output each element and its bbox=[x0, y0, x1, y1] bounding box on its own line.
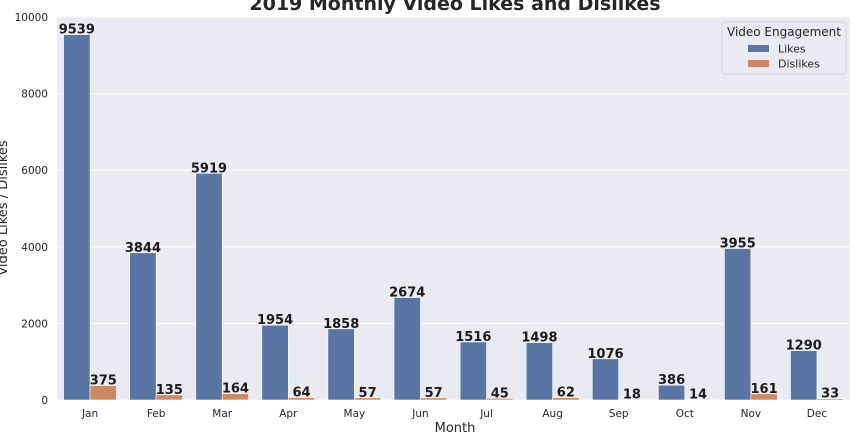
bars bbox=[63, 34, 844, 401]
x-tick-label: Jan bbox=[81, 408, 98, 420]
bar-likes-jun bbox=[393, 297, 421, 401]
x-tick-label: Aug bbox=[542, 408, 563, 420]
x-tick-label: Mar bbox=[212, 408, 232, 420]
bar-likes-apr bbox=[261, 324, 289, 401]
bar-dislikes-jan bbox=[89, 385, 117, 401]
x-axis-ticks: Jan Feb Mar Apr May Jun Jul Aug Sep Oct Nov Dec bbox=[81, 408, 827, 420]
bar-value-label: 375 bbox=[90, 374, 117, 389]
y-tick-label: 2000 bbox=[21, 318, 48, 330]
bar-dislikes-jun bbox=[420, 397, 448, 401]
bar-value-label: 45 bbox=[491, 386, 509, 401]
plot-area bbox=[57, 17, 850, 400]
bar-value-label: 135 bbox=[156, 383, 183, 398]
bar-value-label: 386 bbox=[658, 373, 685, 388]
bar-likes-aug bbox=[525, 342, 553, 401]
x-tick-label: Nov bbox=[741, 408, 762, 420]
x-tick-label: Dec bbox=[807, 408, 828, 420]
bar-dislikes-apr bbox=[287, 397, 316, 401]
legend-swatch-likes bbox=[748, 45, 769, 52]
bar-likes-dec bbox=[790, 350, 818, 401]
bar-value-label: 64 bbox=[292, 386, 310, 401]
bar-value-label: 1516 bbox=[455, 330, 491, 345]
bar-value-label: 1290 bbox=[786, 339, 822, 354]
y-tick-label: 10000 bbox=[15, 12, 48, 24]
y-tick-label: 6000 bbox=[21, 165, 48, 177]
bar-value-label: 18 bbox=[623, 387, 641, 402]
bar-value-label: 2674 bbox=[389, 286, 425, 301]
legend: Video Engagement Likes Dislikes bbox=[721, 21, 847, 75]
bar-dislikes-jul bbox=[486, 397, 514, 401]
bar-value-label: 1076 bbox=[587, 347, 623, 362]
bar-value-label: 14 bbox=[689, 387, 707, 402]
bar-value-label: 164 bbox=[222, 382, 249, 397]
x-tick-label: May bbox=[344, 408, 366, 420]
bar-value-label: 5919 bbox=[191, 161, 227, 176]
bar-likes-mar bbox=[195, 173, 223, 401]
bar-dislikes-mar bbox=[221, 393, 249, 401]
legend-swatch-dislikes bbox=[748, 60, 769, 67]
legend-title: Video Engagement bbox=[727, 25, 841, 39]
bar-value-label: 9539 bbox=[59, 23, 95, 38]
bar-value-label: 1498 bbox=[521, 331, 557, 346]
bar-value-label: 33 bbox=[821, 387, 839, 402]
bar-value-label: 1954 bbox=[257, 313, 293, 328]
bar-value-label: 57 bbox=[359, 386, 377, 401]
x-axis-label: Month bbox=[435, 421, 476, 432]
bar-likes-may bbox=[327, 328, 355, 401]
bar-value-label: 3955 bbox=[720, 237, 756, 252]
bar-dislikes-may bbox=[354, 397, 382, 401]
gridlines bbox=[57, 16, 850, 401]
bar-value-label: 161 bbox=[751, 382, 778, 397]
x-tick-label: Jun bbox=[411, 408, 428, 420]
bar-value-label: 57 bbox=[425, 386, 443, 401]
y-tick-label: 0 bbox=[41, 395, 48, 407]
chart-title: 2019 Monthly Video Likes and Dislikes bbox=[249, 0, 660, 15]
x-tick-label: Oct bbox=[676, 408, 694, 420]
bar-likes-jul bbox=[459, 341, 487, 401]
bar-likes-oct bbox=[658, 384, 686, 401]
bar-likes-jan bbox=[63, 34, 91, 401]
bar-value-label: 1858 bbox=[323, 317, 359, 332]
legend-label-likes: Likes bbox=[778, 43, 806, 56]
bar-dislikes-dec bbox=[816, 398, 844, 401]
legend-label-dislikes: Dislikes bbox=[778, 58, 820, 71]
bar-dislikes-aug bbox=[552, 397, 580, 401]
bar-dislikes-feb bbox=[155, 394, 183, 401]
x-tick-label: Jul bbox=[479, 408, 493, 420]
bar-value-label: 62 bbox=[557, 386, 575, 401]
bar-dislikes-sep bbox=[618, 399, 646, 401]
bar-likes-nov bbox=[724, 248, 752, 401]
bar-dislikes-nov bbox=[750, 393, 778, 401]
bar-value-label: 3844 bbox=[125, 241, 161, 256]
bar-likes-sep bbox=[591, 358, 620, 401]
y-axis-ticks: 0 2000 4000 6000 8000 10000 bbox=[15, 12, 48, 407]
bar-likes-feb bbox=[129, 252, 157, 401]
x-tick-label: Sep bbox=[609, 408, 629, 420]
y-tick-label: 4000 bbox=[21, 242, 48, 254]
y-tick-label: 8000 bbox=[21, 89, 48, 101]
bar-labels: 9539 375 3844 135 5919 164 1954 64 1858 57 2674 57 1… bbox=[59, 23, 839, 403]
bar-dislikes-oct bbox=[684, 399, 712, 401]
x-tick-label: Feb bbox=[147, 408, 166, 420]
y-axis-label: Video Likes / Dislikes bbox=[0, 140, 11, 276]
x-tick-label: Apr bbox=[279, 408, 298, 420]
